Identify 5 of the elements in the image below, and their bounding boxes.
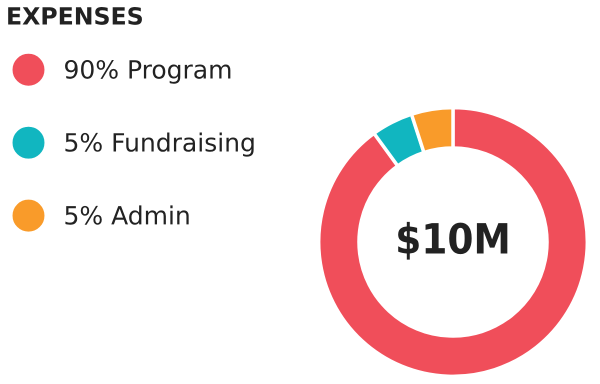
chart-title: EXPENSES — [8, 6, 142, 25]
legend-label: 5% Fundraising — [65, 132, 254, 157]
text: $10M — [398, 222, 508, 260]
legend-label: 5% Admin — [65, 205, 189, 225]
legend-label: 90% Program — [65, 60, 230, 84]
